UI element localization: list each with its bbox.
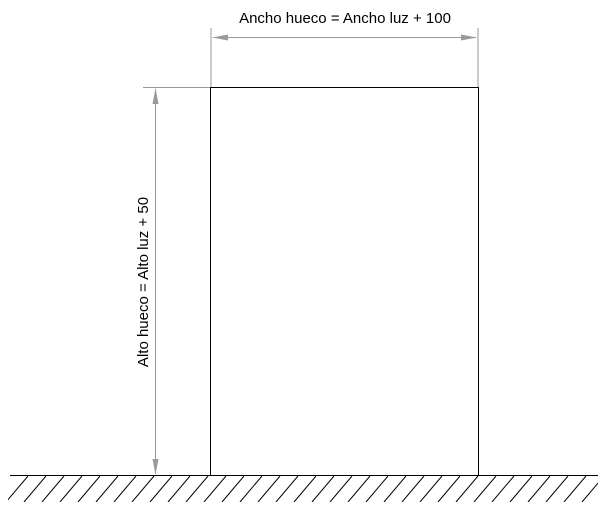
ground xyxy=(8,475,598,502)
hatch-line xyxy=(419,476,443,502)
hatch-line xyxy=(239,476,263,502)
width-arrow-right xyxy=(461,34,477,41)
hatch-line xyxy=(95,476,119,502)
hatch-line xyxy=(41,476,65,502)
hatch-line xyxy=(8,476,29,501)
hatch-line xyxy=(383,476,407,502)
hatch-line xyxy=(275,476,299,502)
width-dimension: Ancho hueco = Ancho luz + 100 xyxy=(210,10,479,87)
hatch-line xyxy=(113,476,137,502)
hatch-line xyxy=(563,476,587,502)
hatch-line xyxy=(167,476,191,502)
hatch-line xyxy=(293,476,317,502)
hatch-line xyxy=(473,476,497,502)
ground-hatching xyxy=(8,476,598,502)
hatch-line xyxy=(527,476,551,502)
hatch-line xyxy=(491,476,515,502)
hatch-line xyxy=(149,476,173,502)
hatch-line xyxy=(221,476,245,502)
hatch-line xyxy=(455,476,479,502)
hatch-line xyxy=(401,476,425,502)
hatch-line xyxy=(203,476,227,502)
height-dimension-label: Alto hueco = Alto luz + 50 xyxy=(135,197,152,367)
height-arrow-bottom xyxy=(152,459,159,475)
hatch-line xyxy=(437,476,461,502)
hatch-line xyxy=(545,476,569,502)
hatch-line xyxy=(77,476,101,502)
hatch-line xyxy=(131,476,155,502)
opening-outline xyxy=(210,87,479,476)
hatch-line xyxy=(581,482,598,502)
hatch-line xyxy=(185,476,209,502)
height-dimension: Alto hueco = Alto luz + 50 xyxy=(135,87,210,475)
hatch-line xyxy=(257,476,281,502)
width-dimension-label: Ancho hueco = Ancho luz + 100 xyxy=(239,10,451,27)
hatch-line xyxy=(347,476,371,502)
width-arrow-left xyxy=(212,34,228,41)
hatch-line xyxy=(365,476,389,502)
hatch-line xyxy=(311,476,335,502)
hatch-line xyxy=(59,476,83,502)
hatch-line xyxy=(329,476,353,502)
hatch-line xyxy=(23,476,47,502)
hatch-line xyxy=(509,476,533,502)
height-arrow-top xyxy=(152,88,159,104)
